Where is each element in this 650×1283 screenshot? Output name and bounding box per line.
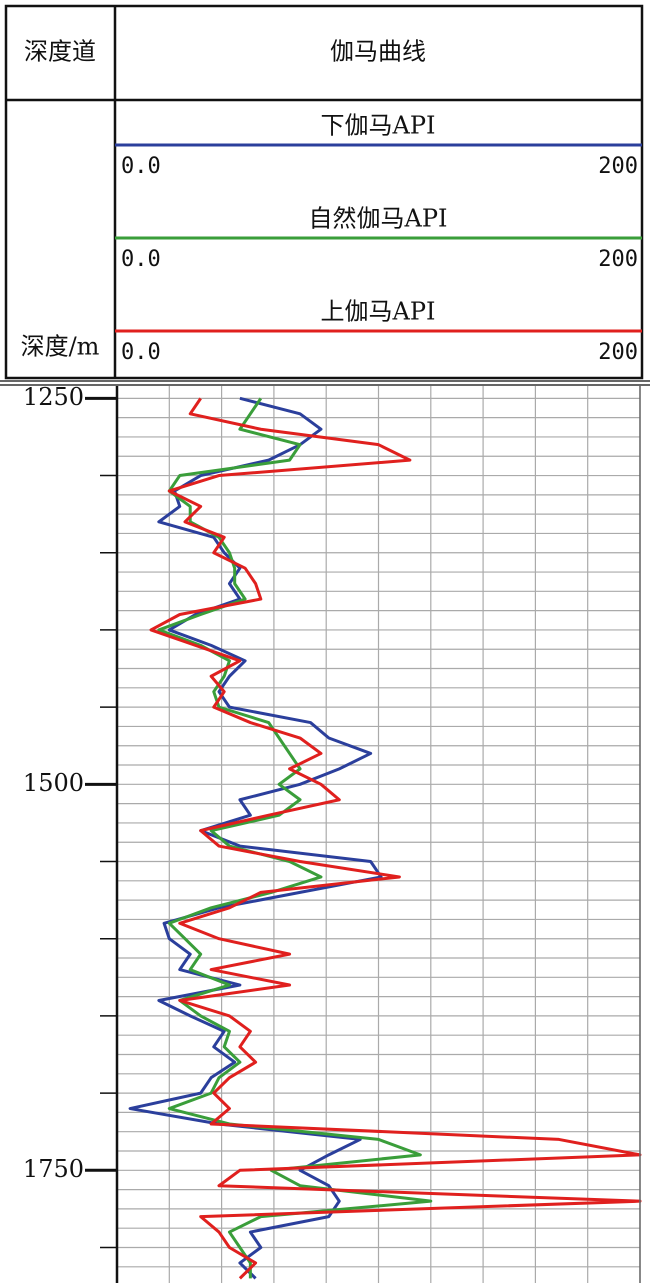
header: 深度道 伽马曲线 深度/m bbox=[4, 4, 644, 380]
depth-track-title: 深度道 bbox=[24, 38, 96, 66]
depth-axis-label: 深度/m bbox=[21, 333, 100, 361]
curve-name: 自然伽马API bbox=[309, 205, 448, 233]
curve-track-title: 伽马曲线 bbox=[330, 38, 426, 66]
grid bbox=[116, 386, 641, 1283]
header-frame bbox=[4, 4, 644, 380]
x-tick-label: 200 bbox=[598, 247, 638, 272]
x-tick-label: 200 bbox=[598, 340, 638, 365]
y-tick-label: 1750 bbox=[23, 1155, 84, 1183]
curve-name: 下伽马API bbox=[321, 112, 436, 140]
x-tick-label: 0.0 bbox=[121, 247, 161, 272]
gamma-curve bbox=[157, 397, 433, 1279]
x-tick-label: 0.0 bbox=[121, 340, 161, 365]
y-tick-label: 1250 bbox=[23, 383, 84, 411]
x-tick-label: 0.0 bbox=[121, 154, 161, 179]
gamma-curve bbox=[128, 396, 383, 1280]
y-tick-label: 1500 bbox=[23, 769, 84, 797]
gamma-curve bbox=[149, 397, 642, 1280]
x-tick-label: 200 bbox=[598, 154, 638, 179]
curve-name: 上伽马API bbox=[321, 298, 436, 326]
